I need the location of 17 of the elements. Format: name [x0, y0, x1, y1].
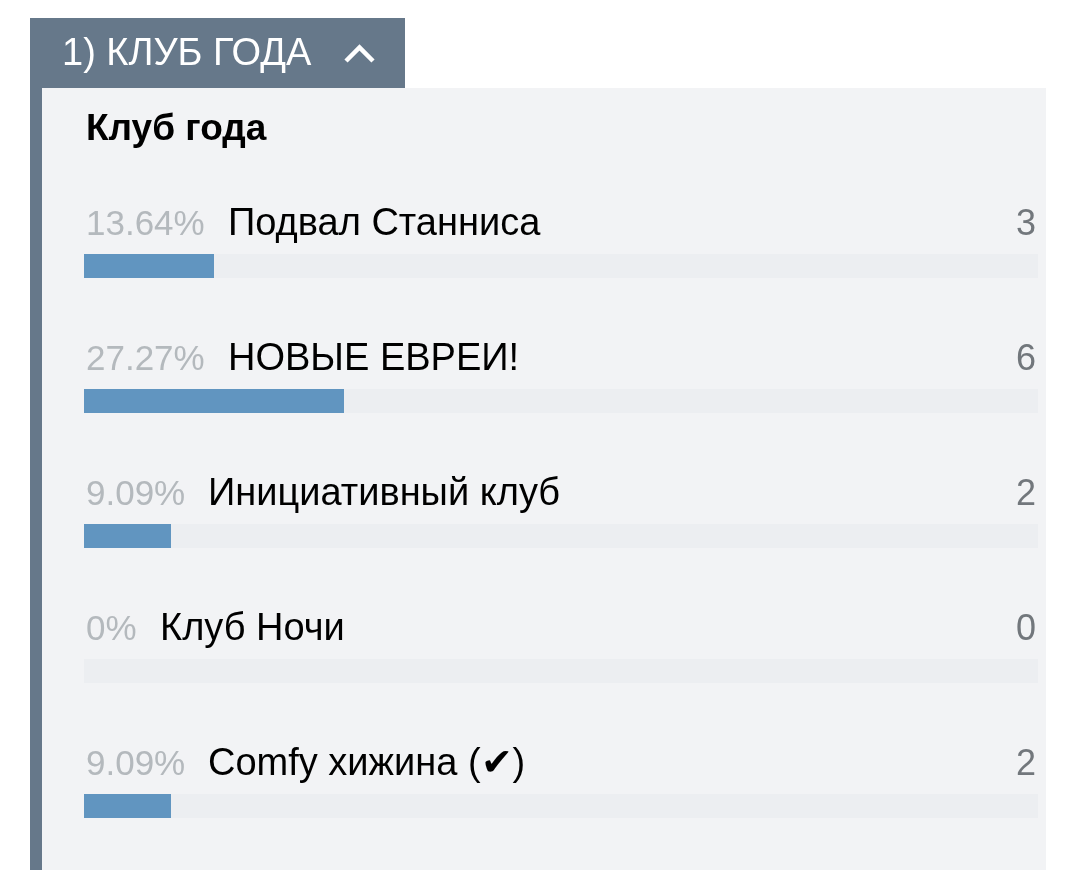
y-tick-label: Comfy хижина (✔) — [208, 741, 526, 783]
y-tick-label: НОВЫЕ ЕВРЕИ! — [228, 336, 520, 378]
annotation: 3 — [1016, 202, 1037, 243]
y-tick-label: Клуб Ночи — [160, 606, 345, 648]
annotation: 0 — [1016, 607, 1037, 648]
chart-subtitle: Клуб года — [86, 107, 267, 148]
data-label: 9.09% — [86, 743, 186, 782]
data-label: 0% — [86, 608, 137, 647]
data-label: 9.09% — [86, 473, 186, 512]
y-tick-label: Подвал Станниса — [228, 201, 542, 243]
y-tick-label: Инициативный клуб — [208, 471, 561, 513]
annotation: 2 — [1016, 472, 1037, 513]
data-label: 13.64% — [86, 203, 205, 242]
annotation: 6 — [1016, 337, 1037, 378]
data-label: 27.27% — [86, 338, 205, 377]
chart-title: 1) КЛУБ ГОДА — [62, 31, 312, 74]
annotation: 2 — [1016, 742, 1037, 783]
